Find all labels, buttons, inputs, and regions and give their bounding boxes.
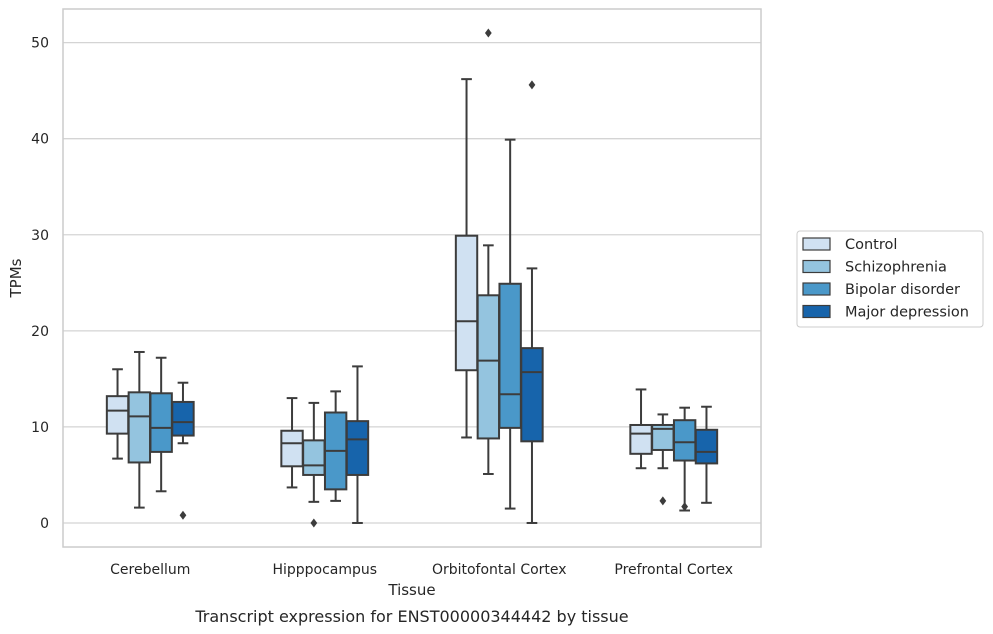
x-tick-label: Hipppocampus xyxy=(272,562,377,578)
legend-swatch xyxy=(802,259,831,274)
outlier-point xyxy=(310,518,318,528)
box-iqr xyxy=(127,391,152,464)
box-iqr xyxy=(171,400,195,437)
box-iqr xyxy=(280,429,304,468)
y-tick-label: 0 xyxy=(40,516,49,532)
legend-label: Major depression xyxy=(845,305,969,321)
x-tick-label: Prefrontal Cortex xyxy=(614,562,733,578)
x-tick-label: Cerebellum xyxy=(110,562,190,578)
boxes xyxy=(105,78,719,524)
legend: Control Schizophrenia Bipolar disorder Majo… xyxy=(796,230,984,328)
outlier-point xyxy=(681,502,689,512)
box-iqr xyxy=(694,428,719,465)
box-iqr xyxy=(476,294,501,440)
outliers xyxy=(179,28,689,528)
outlier-point xyxy=(179,510,187,520)
box-iqr xyxy=(302,439,326,476)
outlier-point xyxy=(484,28,492,38)
legend-swatch xyxy=(802,304,831,319)
box-iqr xyxy=(498,282,522,429)
y-axis-label: TPMs xyxy=(7,258,25,298)
outlier-point xyxy=(659,496,667,506)
box-iqr xyxy=(672,419,697,462)
y-tick-label: 40 xyxy=(31,132,49,148)
box-iqr xyxy=(629,423,653,455)
y-tick-label: 10 xyxy=(31,420,49,436)
x-tick-label: Orbitofontal Cortex xyxy=(432,562,567,578)
legend-entries: Control Schizophrenia Bipolar disorder Majo… xyxy=(802,237,969,321)
outlier-point xyxy=(528,80,536,90)
legend-swatch xyxy=(802,282,831,296)
box-iqr xyxy=(454,234,479,372)
plot-area xyxy=(62,8,762,548)
y-tick-label: 20 xyxy=(31,324,49,340)
chart-caption: Transcript expression for ENST0000034444… xyxy=(194,607,628,626)
box-iqr xyxy=(520,347,544,443)
legend-label: Bipolar disorder xyxy=(845,282,960,298)
box-iqr xyxy=(105,395,130,435)
y-axis-ticks: 0 10 20 30 40 50 xyxy=(31,36,49,532)
box-iqr xyxy=(345,420,370,476)
x-axis-label: Tissue xyxy=(387,581,435,599)
legend-frame xyxy=(796,230,984,328)
x-axis-ticks: Cerebellum Hipppocampus Orbitofontal Corte… xyxy=(110,562,733,578)
y-tick-label: 30 xyxy=(31,228,49,244)
legend-label: Schizophrenia xyxy=(845,260,947,276)
legend-label: Control xyxy=(845,237,897,253)
legend-swatch xyxy=(802,237,831,251)
box-iqr xyxy=(149,392,173,453)
y-tick-label: 50 xyxy=(31,36,49,52)
